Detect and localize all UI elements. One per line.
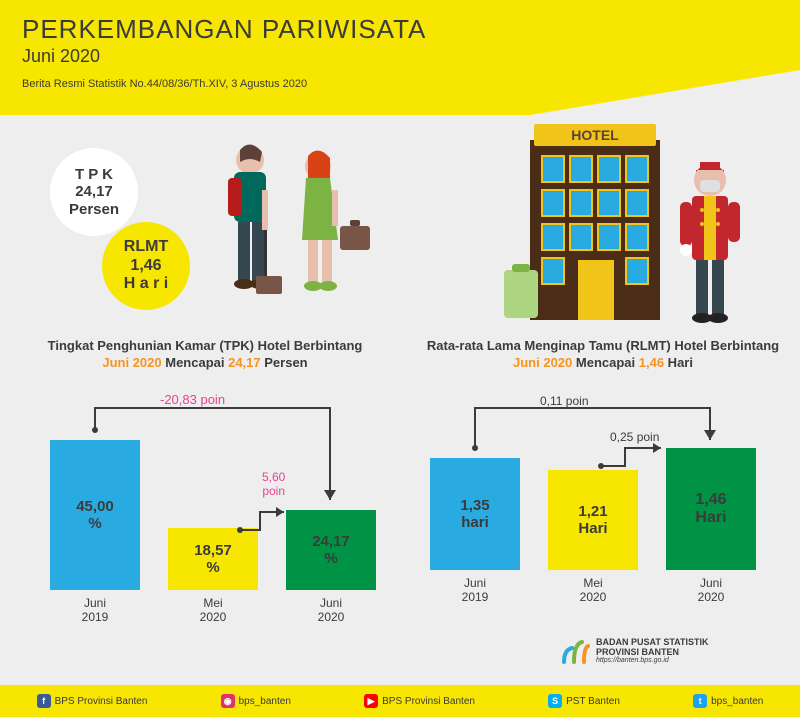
footer-instagram: ◉ bps_banten xyxy=(221,694,291,708)
bps-logo-line2: PROVINSI BANTEN xyxy=(596,648,709,658)
hotel-illustration: HOTEL xyxy=(500,120,770,340)
skype-icon: S xyxy=(548,694,562,708)
kpi-circle-rlmt: RLMT 1,46 H a r i xyxy=(102,222,190,310)
instagram-icon: ◉ xyxy=(221,694,235,708)
kpi-tpk-unit: Persen xyxy=(69,201,119,218)
right-bar-juni2019-label: Juni2019 xyxy=(430,576,520,604)
travelers-illustration xyxy=(190,130,390,330)
kpi-tpk-value: 24,17 xyxy=(69,183,119,200)
footer-facebook: f BPS Provinsi Banten xyxy=(37,694,148,708)
right-bar-juni2019: 1,35 hari xyxy=(430,458,520,570)
right-headline-line1: Rata-rata Lama Menginap Tamu (RLMT) Hote… xyxy=(418,338,788,355)
left-headline-line1: Tingkat Penghunian Kamar (TPK) Hotel Ber… xyxy=(30,338,380,355)
footer-twitter: t bps_banten xyxy=(693,694,763,708)
kpi-rlmt-unit: H a r i xyxy=(124,275,168,293)
left-bar-juni2019-label: Juni2019 xyxy=(50,596,140,624)
right-arrow-long-label: 0,11 poin xyxy=(540,394,589,408)
footer-skype: S PST Banten xyxy=(548,694,620,708)
page-source: Berita Resmi Statistik No.44/08/36/Th.XI… xyxy=(22,78,307,90)
right-arrow-short-label: 0,25 poin xyxy=(610,430,659,444)
right-headline: Rata-rata Lama Menginap Tamu (RLMT) Hote… xyxy=(418,338,788,372)
footer-band: f BPS Provinsi Banten ◉ bps_banten ▶ BPS… xyxy=(0,685,800,717)
left-bar-mei2020-label: Mei2020 xyxy=(168,596,258,624)
right-bar-juni2020-label: Juni2020 xyxy=(666,576,756,604)
left-bar-juni2020-label: Juni2020 xyxy=(286,596,376,624)
hotel-sign-text: HOTEL xyxy=(571,127,619,143)
right-bar-mei2020-label: Mei2020 xyxy=(548,576,638,604)
left-arrow-long xyxy=(50,400,380,520)
bps-logo-url: https://banten.bps.go.id xyxy=(596,657,709,664)
kpi-rlmt-value: 1,46 xyxy=(124,257,168,275)
left-arrow-short xyxy=(230,500,320,550)
right-bar-mei2020: 1,21 Hari xyxy=(548,470,638,570)
youtube-icon: ▶ xyxy=(364,694,378,708)
twitter-icon: t xyxy=(693,694,707,708)
left-headline: Tingkat Penghunian Kamar (TPK) Hotel Ber… xyxy=(30,338,380,372)
kpi-circle-tpk: T P K 24,17 Persen xyxy=(50,148,138,236)
kpi-tpk-label: T P K xyxy=(69,166,119,183)
right-headline-line2: Juni 2020 Mencapai 1,46 Hari xyxy=(418,355,788,372)
bps-logo: BADAN PUSAT STATISTIK PROVINSI BANTEN ht… xyxy=(560,636,709,666)
left-arrow-long-label: -20,83 poin xyxy=(160,392,225,407)
bps-logo-icon xyxy=(560,636,590,666)
page-subtitle: Juni 2020 xyxy=(22,46,100,67)
left-arrow-short-label: 5,60 poin xyxy=(262,470,285,498)
page-title: PERKEMBANGAN PARIWISATA xyxy=(22,14,426,45)
footer-youtube: ▶ BPS Provinsi Banten xyxy=(364,694,475,708)
kpi-rlmt-label: RLMT xyxy=(124,238,168,256)
facebook-icon: f xyxy=(37,694,51,708)
left-headline-line2: Juni 2020 Mencapai 24,17 Persen xyxy=(30,355,380,372)
